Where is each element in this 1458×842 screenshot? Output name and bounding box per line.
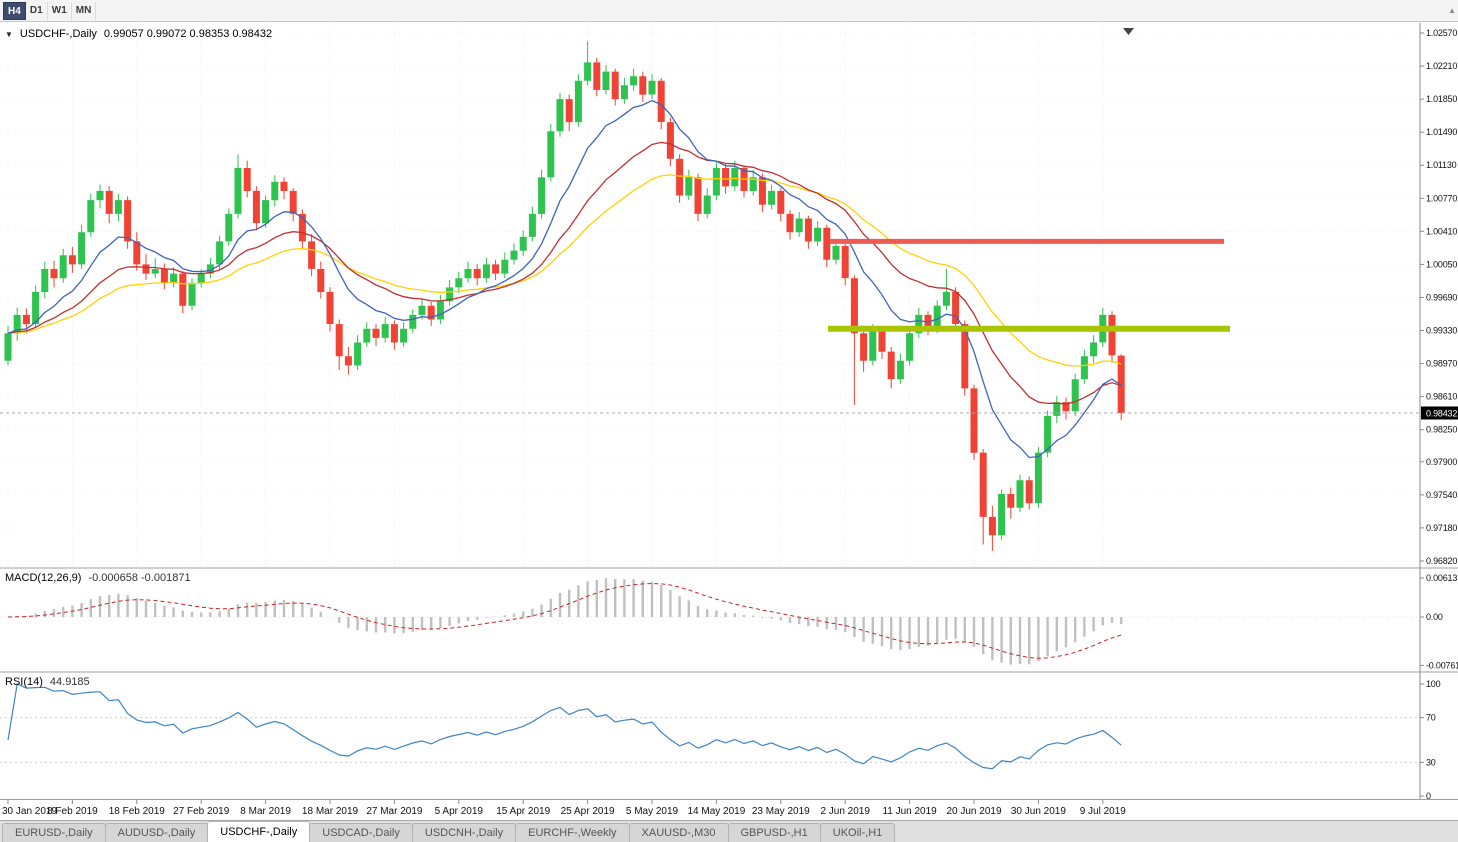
symbol-tab-eurusd[interactable]: EURUSD-,Daily — [2, 823, 106, 842]
price-axis-label: 0.96820 — [1426, 556, 1457, 566]
date-axis-label: 9 Jul 2019 — [1080, 806, 1127, 817]
price-axis-label: 1.01130 — [1426, 160, 1457, 170]
date-axis-label: 30 Jan 2019 — [2, 806, 57, 817]
timeframe-toolbar: H4 D1 W1 MN ▲ — [0, 0, 1458, 22]
price-axis[interactable]: 1.02570 1.02210 1.01850 1.01490 1.01130 1.007… — [1419, 23, 1458, 801]
chart-header: ▼ USDCHF-,Daily 0.99057 0.99072 0.98353 … — [5, 28, 272, 40]
date-axis-label: 30 Jun 2019 — [1011, 806, 1066, 817]
ma-slow-line — [7, 174, 1122, 367]
date-axis-label: 8 Mar 2019 — [240, 806, 291, 817]
price-axis-label: 1.00410 — [1426, 226, 1457, 236]
symbol-tab-gbpusd[interactable]: GBPUSD-,H1 — [727, 823, 821, 842]
symbol-tab-ukoil[interactable]: UKOil-,H1 — [819, 823, 896, 842]
price-axis-label: 0.98250 — [1426, 425, 1457, 435]
symbol-tab-eurchf[interactable]: EURCHF-,Weekly — [515, 823, 630, 842]
symbol-tab-audusd[interactable]: AUDUSD-,Daily — [104, 823, 209, 842]
macd-indicator-header: MACD(12,26,9) -0.000658 -0.001871 — [5, 572, 191, 584]
macd-signal-line — [7, 582, 1122, 659]
bull-candle-bodies — [4, 62, 1107, 536]
price-axis-label: 0.97180 — [1426, 523, 1457, 533]
chart-ohlc-values: 0.99057 0.99072 0.98353 0.98432 — [103, 28, 273, 40]
macd-values: -0.000658 -0.001871 — [88, 572, 191, 584]
scroll-up-icon[interactable]: ▲ — [1448, 6, 1456, 15]
price-axis-label: 1.02570 — [1426, 28, 1457, 38]
date-axis-label: 25 Apr 2019 — [561, 806, 615, 817]
chart-grid — [0, 23, 1420, 567]
symbol-tab-bar: EURUSD-,Daily AUDUSD-,Daily USDCHF-,Daily U… — [0, 820, 1458, 842]
price-axis-label: 1.01850 — [1426, 94, 1457, 104]
rsi-axis-label: 100 — [1426, 679, 1441, 689]
macd-title: MACD(12,26,9) — [5, 572, 82, 584]
date-axis-label: 27 Mar 2019 — [366, 806, 423, 817]
symbol-tab-usdchf[interactable]: USDCHF-,Daily — [207, 821, 311, 842]
macd-axis-label: -0.00761 — [1426, 660, 1458, 670]
date-axis-label: 18 Feb 2019 — [109, 806, 166, 817]
price-axis-label: 1.00770 — [1426, 193, 1457, 203]
price-axis-label: 0.99330 — [1426, 326, 1457, 336]
bull-candle-wicks — [7, 41, 1104, 540]
chart-shift-marker-icon[interactable] — [1123, 28, 1134, 35]
macd-axis-label: 0.00613 — [1426, 573, 1457, 583]
date-axis-label: 11 Jun 2019 — [882, 806, 937, 817]
timeframe-button-mn[interactable]: MN — [72, 1, 97, 20]
timeframe-button-h4[interactable]: H4 — [3, 1, 26, 20]
date-axis-label: 8 Feb 2019 — [47, 806, 98, 817]
price-axis-label: 1.01490 — [1426, 127, 1457, 137]
date-axis-label: 5 Apr 2019 — [435, 806, 484, 817]
current-price-label: 0.98432 — [1426, 409, 1457, 419]
date-axis-label: 20 Jun 2019 — [946, 806, 1001, 817]
rsi-axis-label: 0 — [1426, 791, 1431, 801]
date-axis-label: 15 Apr 2019 — [496, 806, 550, 817]
ma-medium-line — [7, 141, 1122, 405]
macd-axis-label: 0.00 — [1426, 612, 1443, 622]
price-axis-label: 0.97900 — [1426, 457, 1457, 467]
date-axis-label: 14 May 2019 — [687, 806, 745, 817]
price-axis-label: 0.98610 — [1426, 392, 1457, 402]
price-axis-label: 1.02210 — [1426, 61, 1457, 71]
rsi-axis-label: 30 — [1426, 757, 1436, 767]
ma-fast-line — [7, 99, 1122, 459]
date-axis-label: 27 Feb 2019 — [173, 806, 230, 817]
price-axis-label: 0.97540 — [1426, 490, 1457, 500]
symbol-tab-usdcad[interactable]: USDCAD-,Daily — [309, 823, 413, 842]
timeframe-button-d1[interactable]: D1 — [26, 1, 48, 20]
chart-symbol-label: USDCHF-,Daily — [19, 28, 97, 40]
current-price-marker — [1421, 406, 1458, 420]
timeframe-button-w1[interactable]: W1 — [48, 1, 72, 20]
price-axis-label: 0.98970 — [1426, 359, 1457, 369]
date-axis-label: 2 Jun 2019 — [820, 806, 870, 817]
rsi-value: 44.9185 — [49, 676, 90, 688]
collapse-chart-icon[interactable]: ▼ — [5, 29, 13, 39]
rsi-axis-label: 70 — [1426, 713, 1436, 723]
price-axis-label: 1.00050 — [1426, 259, 1457, 269]
rsi-line — [7, 683, 1122, 770]
symbol-tab-xauusd[interactable]: XAUUSD-,M30 — [628, 823, 729, 842]
rsi-indicator-header: RSI(14) 44.9185 — [5, 676, 90, 688]
rsi-title: RSI(14) — [5, 676, 43, 688]
date-axis-label: 5 May 2019 — [626, 806, 679, 817]
symbol-tab-usdcnh[interactable]: USDCNH-,Daily — [411, 823, 517, 842]
bear-candle-bodies — [22, 62, 1125, 536]
date-axis-label: 18 Mar 2019 — [302, 806, 359, 817]
macd-histogram — [16, 578, 1123, 665]
price-axis-label: 0.99690 — [1426, 293, 1457, 303]
date-axis-label: 23 May 2019 — [752, 806, 810, 817]
